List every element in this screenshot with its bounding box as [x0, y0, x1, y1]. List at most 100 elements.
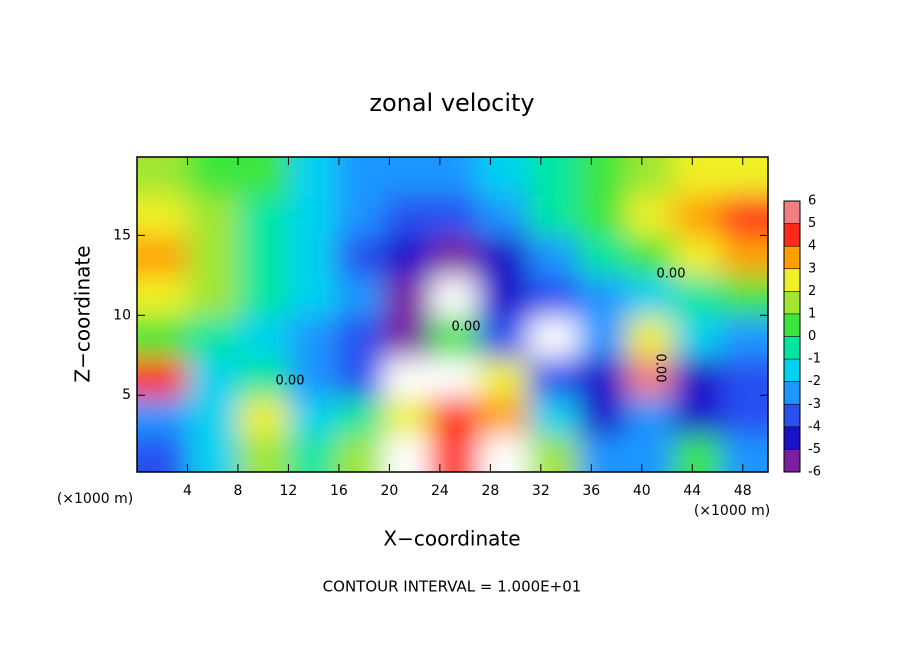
plot-frame — [136, 156, 769, 473]
field-cell — [626, 397, 674, 437]
colorbar-tick-label: -4 — [808, 419, 821, 434]
field-cell — [335, 196, 384, 237]
colorbar-tick-label: 4 — [808, 239, 816, 254]
field-cell — [430, 196, 479, 237]
field-cell — [288, 276, 337, 318]
field-cell — [578, 436, 627, 472]
field-cell — [477, 157, 529, 197]
field-cell — [335, 236, 384, 277]
colorbar-tick-label: -3 — [808, 397, 821, 412]
field-cell — [137, 357, 188, 399]
x-tick-label: 8 — [233, 483, 242, 499]
field-cell — [430, 316, 479, 359]
field-cell — [288, 157, 337, 197]
field-cell — [528, 236, 580, 277]
colorbar-tick-label: 0 — [808, 329, 816, 344]
x-tick-label: 20 — [380, 483, 398, 499]
x-tick-label: 16 — [330, 483, 348, 499]
field-cell — [237, 157, 289, 197]
colorbar-tick-label: 5 — [808, 216, 816, 231]
field-cell — [673, 436, 722, 472]
colorbar-band — [784, 201, 800, 224]
field-cell — [626, 276, 674, 318]
field-cell — [720, 157, 768, 197]
colorbar-tick-label: 1 — [808, 306, 816, 321]
field-cell — [137, 436, 188, 472]
field-cell — [237, 236, 289, 277]
x-tick-label: 32 — [532, 483, 550, 499]
field-cell — [288, 357, 337, 399]
field-cell — [673, 196, 722, 237]
field-cell — [578, 397, 627, 437]
field-cell — [673, 316, 722, 359]
field-cell — [720, 236, 768, 277]
y-tick-label: 5 — [122, 387, 131, 403]
field-cell — [187, 436, 239, 472]
field-cell — [578, 316, 627, 359]
field-cell — [288, 436, 337, 472]
field-cell — [528, 157, 580, 197]
field-cell — [578, 157, 627, 197]
field-cells — [137, 157, 768, 472]
field-cell — [528, 397, 580, 437]
field-cell — [237, 316, 289, 359]
field-cell — [720, 357, 768, 399]
field-cell — [335, 276, 384, 318]
field-cell — [720, 397, 768, 437]
field-cell — [288, 236, 337, 277]
field-cell — [578, 276, 627, 318]
field-cell — [673, 357, 722, 399]
field-cell — [528, 316, 580, 359]
field-cell — [383, 196, 431, 237]
field-cell — [187, 196, 239, 237]
colorbar-band — [784, 426, 800, 450]
colorbar-tick-label: -2 — [808, 374, 821, 389]
field-cell — [288, 397, 337, 437]
x-tick-label: 36 — [582, 483, 600, 499]
field-cell — [673, 397, 722, 437]
field-cell — [720, 196, 768, 237]
field-cell — [383, 357, 431, 399]
field-cell — [187, 397, 239, 437]
colorbar-band — [784, 381, 800, 405]
colorbar-band — [784, 336, 800, 360]
field-cell — [237, 276, 289, 318]
x-tick-label: 24 — [431, 483, 449, 499]
field-cell — [430, 357, 479, 399]
field-cell — [477, 357, 529, 399]
field-cell — [288, 316, 337, 359]
y-axis-label: Z−coordinate — [71, 245, 95, 382]
x-tick-label: 4 — [183, 483, 192, 499]
field-cell — [673, 276, 722, 318]
field-cell — [673, 236, 722, 277]
field-cell — [720, 436, 768, 472]
contour-label: 0.00 — [657, 267, 686, 282]
colorbar-band — [784, 246, 800, 269]
field-cell — [626, 436, 674, 472]
field-cell — [673, 157, 722, 197]
field-cell — [578, 196, 627, 237]
field-cell — [335, 157, 384, 197]
field-cell — [383, 316, 431, 359]
field-cell — [237, 196, 289, 237]
field-cell — [430, 397, 479, 437]
field-cell — [430, 157, 479, 197]
contour-label: 0.00 — [452, 320, 481, 335]
contour-label: 0.00 — [653, 354, 668, 383]
y-tick-label: 15 — [113, 227, 131, 243]
colorbar-tick-label: -5 — [808, 442, 821, 457]
x-tick-label: 28 — [481, 483, 499, 499]
colorbar-tick-label: 6 — [808, 194, 816, 209]
field-cell — [137, 236, 188, 277]
field-cell — [430, 436, 479, 472]
field-cell — [335, 316, 384, 359]
field-cell — [626, 357, 674, 399]
field-cell — [288, 196, 337, 237]
field-cell — [335, 397, 384, 437]
x-tick-label: 40 — [633, 483, 651, 499]
colorbar-tick-label: -6 — [808, 465, 821, 480]
field-cell — [137, 316, 188, 359]
colorbar-tick-label: -1 — [808, 352, 821, 367]
field-cell — [137, 276, 188, 318]
